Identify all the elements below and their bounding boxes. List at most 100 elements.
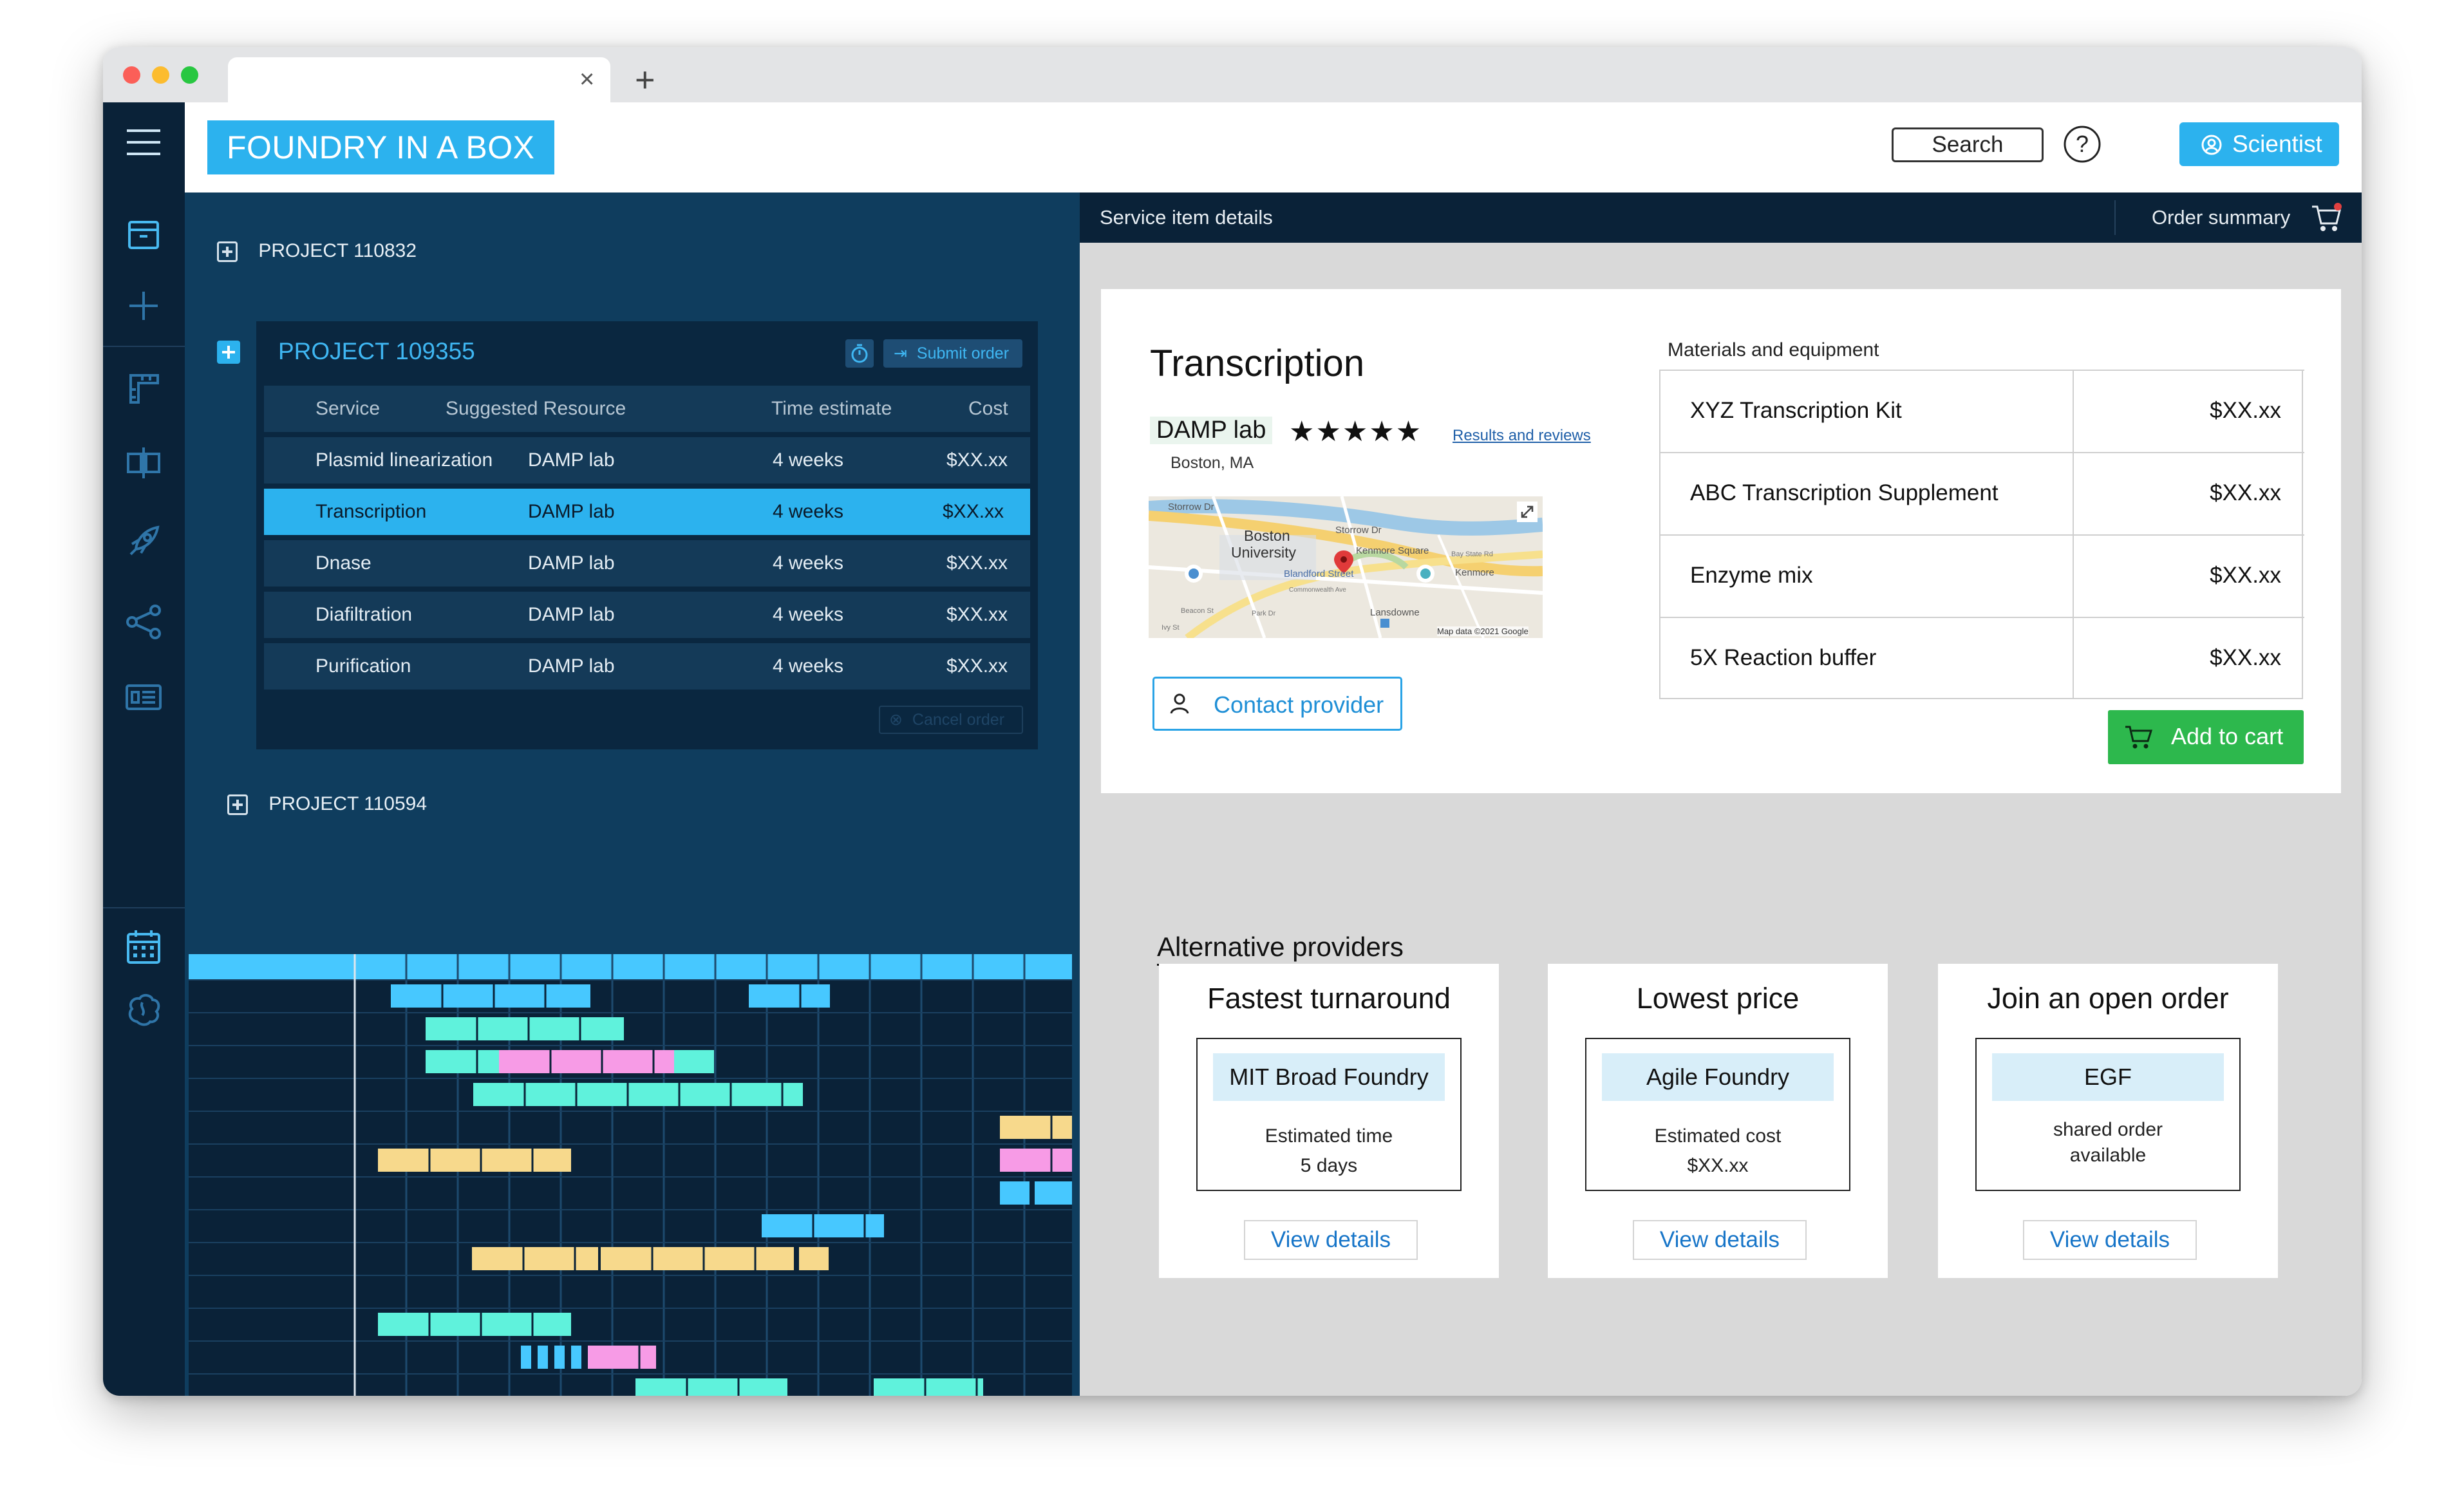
timer-icon[interactable] [845,339,874,368]
time-cell: 4 weeks [773,552,844,574]
service-cell: Diafiltration [315,604,413,625]
brain-icon[interactable] [123,990,164,1031]
user-button[interactable]: Scientist [2179,122,2339,166]
gantt-bar [874,1378,983,1396]
alt-detail-line: shared order [2053,1119,2163,1140]
new-tab-icon[interactable]: + [635,61,655,99]
gantt-bar [554,1346,565,1369]
service-cell: Transcription [315,501,427,522]
browser-tab[interactable] [228,57,610,102]
gantt-header [189,954,1072,980]
gantt-bar [1000,1116,1072,1139]
help-icon[interactable]: ? [2062,124,2102,164]
contact-provider-button[interactable]: Contact provider [1152,677,1402,731]
material-price: $XX.xx [2210,645,2281,670]
map-label: Storrow Dr [1335,525,1382,536]
resource-cell: DAMP lab [528,604,615,625]
brand-logo[interactable]: FOUNDRY IN A BOX [207,120,554,174]
view-details-button[interactable]: View details [1244,1220,1418,1260]
gantt-bar [635,1378,787,1396]
project-row-top[interactable]: PROJECT 110832 [217,235,417,267]
rocket-icon[interactable] [123,521,164,562]
order-summary-link[interactable]: Order summary [2152,206,2291,229]
service-cell: Dnase [315,552,371,574]
map-label: Kenmore [1455,567,1494,578]
view-details-button[interactable]: View details [1633,1220,1807,1260]
table-row-selected[interactable]: Transcription DAMP lab 4 weeks $XX.xx [264,489,1030,535]
cart-icon[interactable] [2309,202,2343,234]
zoom-window-dot[interactable] [181,66,198,84]
alt-provider-name: Agile Foundry [1602,1053,1834,1101]
resource-cell: DAMP lab [528,501,615,522]
expand-icon[interactable] [217,241,238,263]
material-name: Enzyme mix [1690,563,1813,588]
collapse-icon[interactable] [217,341,240,364]
alt-provider-name: EGF [1992,1053,2224,1101]
map-label: Blandford Street [1284,568,1354,579]
table-row[interactable]: Dnase DAMP lab 4 weeks $XX.xx [264,540,1030,587]
user-icon [2201,135,2222,155]
provider-name[interactable]: DAMP lab [1150,417,1273,444]
view-details-button[interactable]: View details [2023,1220,2197,1260]
active-project-title: PROJECT 109355 [278,338,475,364]
gantt-bar [426,1050,499,1073]
gantt-bar [499,1050,674,1073]
gantt-bar [601,1247,794,1270]
cost-cell: $XX.xx [946,655,1008,677]
svg-text:?: ? [2076,131,2089,157]
calendar-icon[interactable] [123,926,164,968]
column-header: Cost [968,398,1008,419]
split-icon[interactable] [123,442,164,484]
gantt-bar [674,1050,714,1073]
material-row[interactable]: XYZ Transcription Kit $XX.xx [1660,370,2304,453]
table-row[interactable]: Purification DAMP lab 4 weeks $XX.xx [264,643,1030,690]
alt-card-fastest: Fastest turnaround MIT Broad Foundry Est… [1159,964,1499,1278]
material-row[interactable]: 5X Reaction buffer $XX.xx [1660,617,2304,700]
submit-order-button[interactable]: ⇥ Submit order [883,339,1022,368]
add-to-cart-button[interactable]: Add to cart [2108,710,2304,764]
details-bar-title: Service item details [1100,206,1273,229]
gantt-schedule [189,954,1072,1396]
expand-icon[interactable] [227,794,248,816]
cart-icon [2125,726,2153,749]
time-cell: 4 weeks [773,501,844,522]
service-title: Transcription [1150,343,1365,384]
ruler-icon[interactable] [123,368,164,409]
table-row[interactable]: Diafiltration DAMP lab 4 weeks $XX.xx [264,592,1030,638]
alt-card-open-order: Join an open order EGF shared order avai… [1938,964,2278,1278]
person-icon [1170,693,1189,714]
hamburger-menu-icon[interactable] [123,122,164,163]
column-header: Suggested Resource [446,398,626,419]
map-label: Bay State Rd [1451,550,1493,558]
cancel-icon: ⊗ [889,711,903,729]
cancel-order-button[interactable]: ⊗ Cancel order [879,706,1023,734]
alt-card-lowest-price: Lowest price Agile Foundry Estimated cos… [1548,964,1888,1278]
material-name: 5X Reaction buffer [1690,645,1877,670]
add-icon[interactable] [123,285,164,326]
browser-tab-bar: × + [103,47,2362,102]
material-row[interactable]: ABC Transcription Supplement $XX.xx [1660,452,2304,535]
map-label: Commonwealth Ave [1289,587,1346,594]
map-attribution: Map data ©2021 Google [1437,626,1528,636]
box-icon[interactable] [123,213,164,254]
cost-cell: $XX.xx [943,501,1004,522]
gantt-bar [571,1346,581,1369]
minimize-window-dot[interactable] [152,66,169,84]
alt-card-title: Fastest turnaround [1207,982,1451,1015]
material-row[interactable]: Enzyme mix $XX.xx [1660,534,2304,617]
service-detail-card: Transcription DAMP lab ★★★★★ Results and… [1101,289,2341,793]
id-card-icon[interactable] [123,677,164,718]
gantt-bar [1000,1149,1072,1172]
reviews-link[interactable]: Results and reviews [1453,427,1591,444]
material-name: XYZ Transcription Kit [1690,398,1902,423]
add-to-cart-label: Add to cart [2171,723,2284,749]
project-row-bottom[interactable]: PROJECT 110594 [227,788,427,820]
table-row[interactable]: Plasmid linearization DAMP lab 4 weeks $… [264,437,1030,484]
cost-cell: $XX.xx [946,552,1008,574]
service-details-panel: Service item details Order summary Trans… [1080,192,2362,1396]
location-map[interactable]: Storrow Dr Storrow Dr Boston University … [1149,496,1543,638]
share-icon[interactable] [123,601,164,643]
tab-close-icon[interactable]: × [579,65,595,93]
close-window-dot[interactable] [123,66,140,84]
search-button[interactable]: Search [1892,127,2044,162]
